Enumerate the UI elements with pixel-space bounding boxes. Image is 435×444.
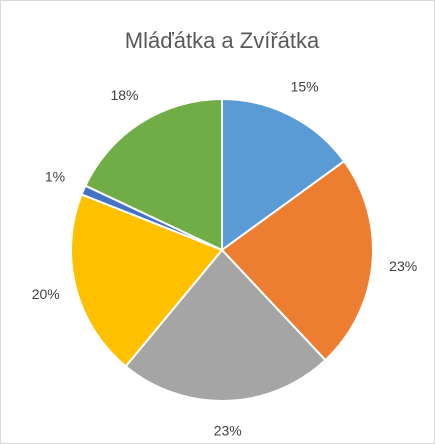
data-label: 18% [110, 87, 138, 103]
pie-slice [221, 97, 346, 252]
pie-slice [70, 193, 224, 368]
data-label: 23% [214, 423, 242, 439]
data-label: 20% [32, 286, 60, 302]
data-label: 15% [291, 79, 319, 95]
pie-slice [124, 248, 327, 402]
pie-slice [84, 97, 223, 252]
chart-title: Mláďátka a Zvířátka [125, 28, 320, 53]
data-label: 23% [389, 258, 417, 274]
data-label: 1% [45, 168, 65, 184]
pie-slice [220, 159, 374, 362]
